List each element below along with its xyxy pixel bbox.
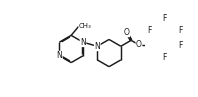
Text: F: F — [163, 14, 167, 23]
Text: F: F — [147, 26, 151, 35]
Text: CH₃: CH₃ — [79, 23, 92, 29]
Text: F: F — [178, 41, 183, 50]
Text: N: N — [94, 42, 100, 51]
Text: N: N — [56, 51, 62, 60]
Text: F: F — [178, 26, 183, 35]
Text: F: F — [163, 53, 167, 62]
Text: O: O — [136, 40, 142, 49]
Text: N: N — [80, 38, 86, 47]
Text: O: O — [124, 28, 130, 37]
